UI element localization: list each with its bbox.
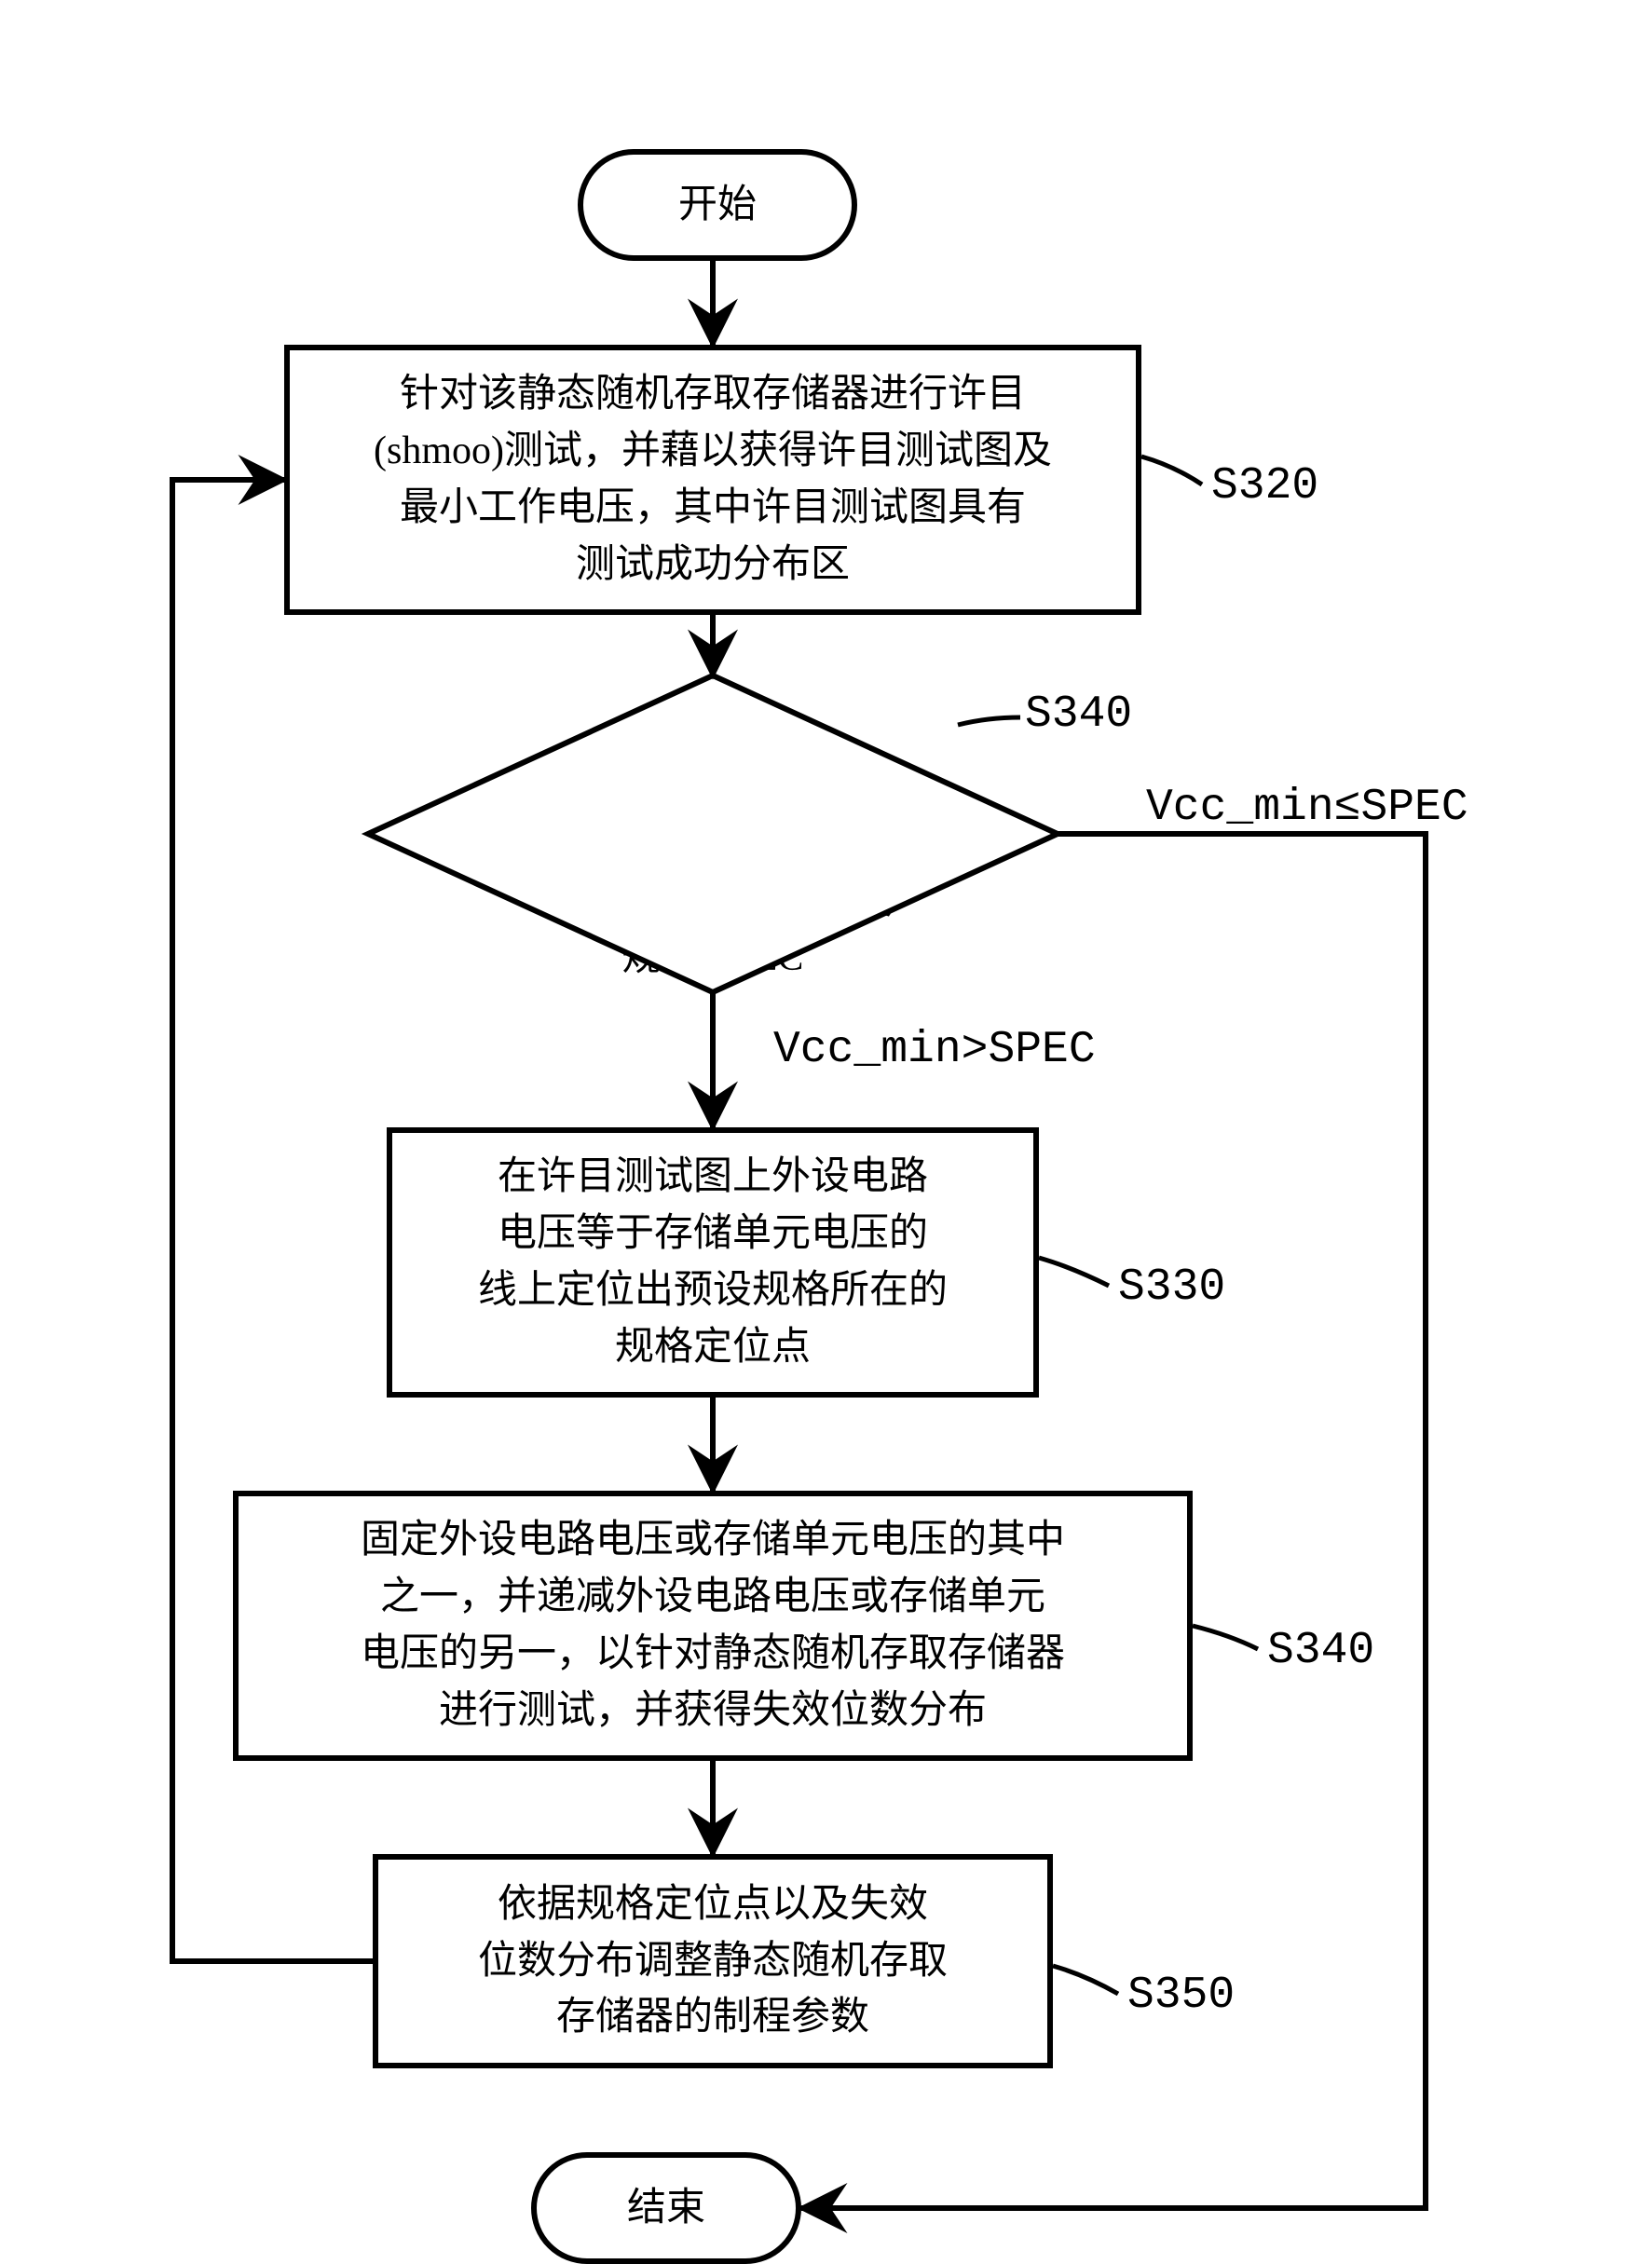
decision-right-label: Vcc_min≤SPEC bbox=[1146, 783, 1468, 833]
label-s330: S330 bbox=[1118, 1262, 1225, 1313]
start-node: 开始 bbox=[578, 149, 857, 261]
conn-s330 bbox=[1039, 1258, 1109, 1286]
s320-text: 针对该静态随机存取存储器进行许目 (shmoo)测试，并藉以获得许目测试图及 最… bbox=[374, 366, 1052, 593]
s340a-text: 比较最小操作 电压 Vcc_min 与预设 规格 SPEC bbox=[534, 823, 893, 979]
conn-s340a bbox=[958, 717, 1020, 725]
label-s320: S320 bbox=[1211, 461, 1318, 511]
end-node: 结束 bbox=[531, 2152, 801, 2264]
decision-s340a: 比较最小操作 电压 Vcc_min 与预设 规格 SPEC bbox=[526, 759, 899, 987]
step-s330: 在许目测试图上外设电路 电压等于存储单元电压的 线上定位出预设规格所在的 规格定… bbox=[387, 1127, 1039, 1398]
s330-text: 在许目测试图上外设电路 电压等于存储单元电压的 线上定位出预设规格所在的 规格定… bbox=[478, 1149, 948, 1376]
conn-s320 bbox=[1141, 457, 1202, 484]
s340b-text: 固定外设电路电压或存储单元电压的其中 之一，并递减外设电路电压或存储单元 电压的… bbox=[361, 1512, 1065, 1739]
label-s340b: S340 bbox=[1267, 1626, 1374, 1676]
s350-text: 依据规格定位点以及失效 位数分布调整静态随机存取 存储器的制程参数 bbox=[478, 1876, 948, 2047]
label-s350: S350 bbox=[1127, 1971, 1235, 2021]
step-s350: 依据规格定位点以及失效 位数分布调整静态随机存取 存储器的制程参数 bbox=[373, 1854, 1053, 2068]
conn-s340b bbox=[1193, 1626, 1258, 1649]
end-text: 结束 bbox=[627, 2180, 705, 2237]
step-s320: 针对该静态随机存取存储器进行许目 (shmoo)测试，并藉以获得许目测试图及 最… bbox=[284, 345, 1141, 615]
label-s340a: S340 bbox=[1025, 689, 1132, 740]
decision-down-label: Vcc_min>SPEC bbox=[773, 1025, 1096, 1075]
conn-s350 bbox=[1053, 1966, 1118, 1994]
flowchart-canvas: 开始 针对该静态随机存取存储器进行许目 (shmoo)测试，并藉以获得许目测试图… bbox=[0, 0, 1652, 2237]
step-s340b: 固定外设电路电压或存储单元电压的其中 之一，并递减外设电路电压或存储单元 电压的… bbox=[233, 1491, 1193, 1761]
start-text: 开始 bbox=[678, 177, 757, 234]
